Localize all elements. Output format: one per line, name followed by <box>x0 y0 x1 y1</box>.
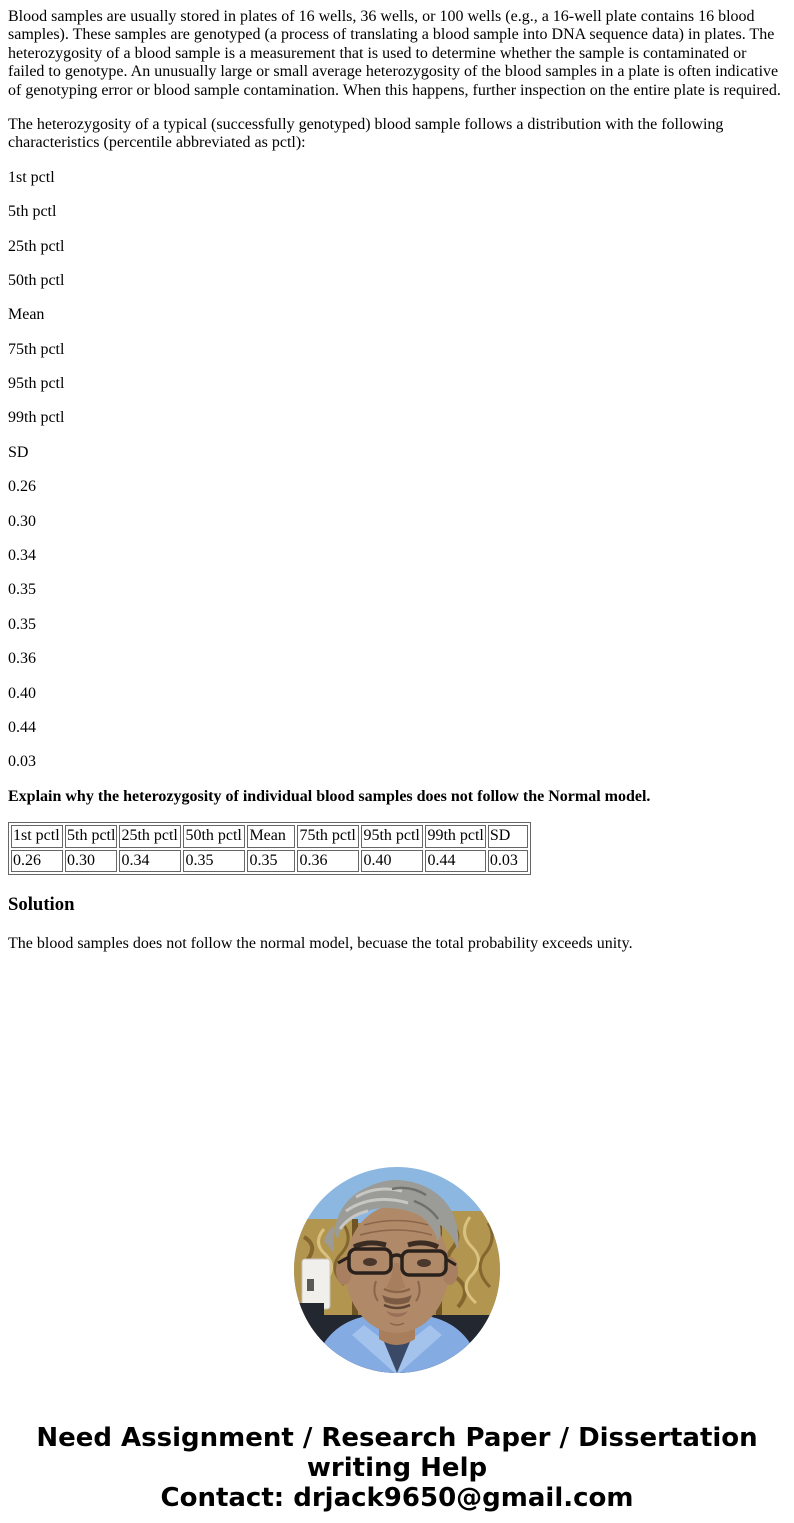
table-data-cell: 0.30 <box>65 849 118 872</box>
table-data-cell: 0.26 <box>11 849 63 872</box>
stat-label: 5th pctl <box>8 203 57 221</box>
table-header-cell: SD <box>487 825 528 848</box>
solution-text: The blood samples does not follow the no… <box>8 934 633 952</box>
table-header-cell: 5th pctl <box>65 825 118 848</box>
stat-label: SD <box>8 443 29 461</box>
table-header-cell: Mean <box>247 825 296 848</box>
intro-paragraph-2: The heterozygosity of a typical (success… <box>8 115 724 152</box>
stat-value: 0.44 <box>8 718 36 736</box>
table-header-cell: 1st pctl <box>11 825 63 848</box>
footer-line-1: Need Assignment / Research Paper / Disse… <box>36 1423 758 1454</box>
tutor-portrait-image <box>294 1167 500 1374</box>
stat-label: 50th pctl <box>8 271 65 289</box>
table-data-cell: 0.03 <box>487 849 528 872</box>
stat-label: Mean <box>8 306 45 324</box>
stats-table: 1st pctl 5th pctl 25th pctl 50th pctl Me… <box>8 822 531 875</box>
footer-line-2: writing Help <box>306 1453 488 1484</box>
stat-label: 75th pctl <box>8 340 65 358</box>
photo-hair <box>324 1180 459 1254</box>
question-text: Explain why the heterozygosity of indivi… <box>8 787 651 805</box>
stat-label: 1st pctl <box>8 168 55 186</box>
table-header-cell: 99th pctl <box>425 825 486 848</box>
table-data-cell: 0.36 <box>297 849 360 872</box>
table-header-cell: 75th pctl <box>297 825 360 848</box>
tutor-portrait <box>294 1167 500 1374</box>
footer-contact-email: Contact: drjack9650@gmail.com <box>160 1483 634 1514</box>
stat-value: 0.40 <box>8 684 36 702</box>
table-header-cell: 50th pctl <box>183 825 246 848</box>
table-data-cell: 0.44 <box>425 849 486 872</box>
spacer <box>8 969 786 1167</box>
stat-label: 25th pctl <box>8 237 65 255</box>
footer-banner: Need Assignment / Research Paper / Disse… <box>8 1423 786 1513</box>
stat-value: 0.35 <box>8 615 36 633</box>
stat-value: 0.35 <box>8 581 36 599</box>
table-header-row: 1st pctl 5th pctl 25th pctl 50th pctl Me… <box>11 825 528 848</box>
document-page: Blood samples are usually stored in plat… <box>8 8 786 1513</box>
table-header-cell: 25th pctl <box>119 825 182 848</box>
table-data-cell: 0.40 <box>361 849 424 872</box>
stat-value: 0.26 <box>8 478 36 496</box>
intro-paragraph-1: Blood samples are usually stored in plat… <box>8 8 781 99</box>
stat-label: 95th pctl <box>8 375 65 393</box>
table-data-cell: 0.35 <box>183 849 246 872</box>
stat-value: 0.34 <box>8 547 36 565</box>
stat-value: 0.03 <box>8 753 36 771</box>
photo-switch-plate <box>301 1258 331 1310</box>
stat-label: 99th pctl <box>8 409 65 427</box>
table-header-cell: 95th pctl <box>361 825 424 848</box>
stat-value: 0.36 <box>8 650 36 668</box>
table-data-cell: 0.34 <box>119 849 182 872</box>
stat-value: 0.30 <box>8 512 36 530</box>
solution-heading: Solution <box>8 893 75 915</box>
table-data-cell: 0.35 <box>247 849 296 872</box>
table-data-row: 0.26 0.30 0.34 0.35 0.35 0.36 0.40 0.44 … <box>11 849 528 872</box>
